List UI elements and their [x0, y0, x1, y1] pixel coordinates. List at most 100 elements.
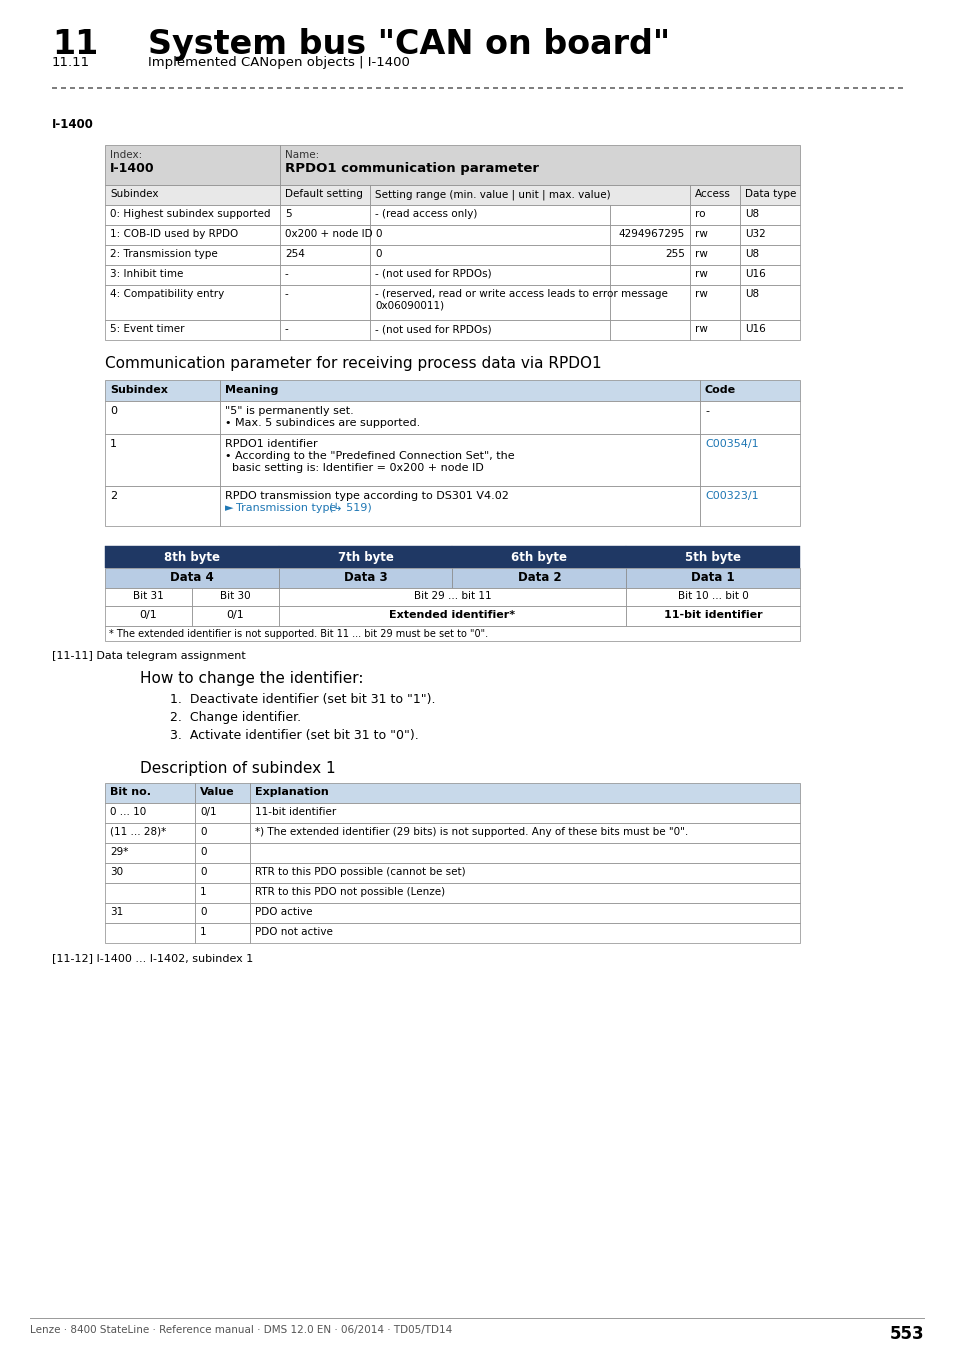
- Bar: [625, 545, 800, 568]
- Bar: [280, 225, 370, 244]
- Bar: [194, 842, 250, 863]
- Text: 2: Transmission type: 2: Transmission type: [110, 248, 217, 259]
- Text: - (reserved, read or write access leads to error message: - (reserved, read or write access leads …: [375, 289, 667, 298]
- Text: 0: 0: [110, 406, 117, 416]
- Bar: [105, 225, 280, 244]
- Bar: [280, 205, 370, 225]
- Text: Lenze · 8400 StateLine · Reference manual · DMS 12.0 EN · 06/2014 · TD05/TD14: Lenze · 8400 StateLine · Reference manua…: [30, 1324, 452, 1335]
- Bar: [194, 824, 250, 842]
- Bar: [452, 545, 625, 568]
- Text: RPDO transmission type according to DS301 V4.02: RPDO transmission type according to DS30…: [225, 491, 508, 501]
- Text: 3.  Activate identifier (set bit 31 to "0").: 3. Activate identifier (set bit 31 to "0…: [170, 729, 418, 742]
- Text: Data 1: Data 1: [691, 571, 734, 585]
- Text: 0: 0: [200, 907, 206, 917]
- Bar: [625, 606, 800, 626]
- Text: rw: rw: [695, 324, 707, 333]
- Bar: [689, 244, 740, 265]
- Text: 11.11: 11.11: [52, 55, 90, 69]
- Text: 11-bit identifier: 11-bit identifier: [254, 807, 335, 817]
- Text: rw: rw: [695, 289, 707, 298]
- Bar: [689, 205, 740, 225]
- Bar: [280, 320, 370, 340]
- Bar: [105, 803, 194, 824]
- Text: 0 ... 10: 0 ... 10: [110, 807, 146, 817]
- Bar: [370, 265, 609, 285]
- Bar: [689, 265, 740, 285]
- Bar: [105, 144, 280, 185]
- Text: Subindex: Subindex: [110, 385, 168, 396]
- Bar: [740, 320, 800, 340]
- Bar: [740, 244, 800, 265]
- Bar: [700, 379, 800, 401]
- Text: Bit 30: Bit 30: [220, 591, 251, 601]
- Bar: [689, 320, 740, 340]
- Bar: [250, 803, 800, 824]
- Bar: [194, 883, 250, 903]
- Text: 0x200 + node ID: 0x200 + node ID: [285, 230, 373, 239]
- Text: 0: 0: [375, 248, 381, 259]
- Text: 553: 553: [888, 1324, 923, 1343]
- Text: -: -: [285, 324, 289, 333]
- Text: C00354/1: C00354/1: [704, 439, 758, 450]
- Bar: [740, 265, 800, 285]
- Text: Explanation: Explanation: [254, 787, 329, 796]
- Text: rw: rw: [695, 230, 707, 239]
- Text: 2: 2: [110, 491, 117, 501]
- Text: Name:: Name:: [285, 150, 319, 161]
- Text: -: -: [704, 406, 708, 416]
- Bar: [609, 225, 689, 244]
- Text: [11-11] Data telegram assignment: [11-11] Data telegram assignment: [52, 651, 246, 661]
- Text: RTR to this PDO not possible (Lenze): RTR to this PDO not possible (Lenze): [254, 887, 445, 896]
- Text: 6th byte: 6th byte: [511, 551, 567, 564]
- Bar: [194, 923, 250, 944]
- Bar: [370, 285, 609, 320]
- Text: 0: 0: [200, 867, 206, 878]
- Bar: [105, 285, 280, 320]
- Text: (↳ 519): (↳ 519): [329, 504, 372, 513]
- Bar: [192, 589, 278, 606]
- Text: U8: U8: [744, 289, 759, 298]
- Text: I-1400: I-1400: [52, 117, 93, 131]
- Bar: [280, 144, 800, 185]
- Bar: [370, 225, 609, 244]
- Bar: [105, 433, 220, 486]
- Bar: [280, 185, 370, 205]
- Text: Meaning: Meaning: [225, 385, 278, 396]
- Text: Bit 29 ... bit 11: Bit 29 ... bit 11: [414, 591, 491, 601]
- Bar: [105, 545, 278, 568]
- Text: • Max. 5 subindices are supported.: • Max. 5 subindices are supported.: [225, 418, 420, 428]
- Bar: [105, 606, 192, 626]
- Text: Description of subindex 1: Description of subindex 1: [140, 761, 335, 776]
- Bar: [689, 225, 740, 244]
- Text: RPDO1 identifier: RPDO1 identifier: [225, 439, 317, 450]
- Bar: [625, 568, 800, 589]
- Text: PDO not active: PDO not active: [254, 927, 333, 937]
- Text: 0/1: 0/1: [226, 610, 244, 620]
- Bar: [250, 824, 800, 842]
- Text: Setting range (min. value | unit | max. value): Setting range (min. value | unit | max. …: [375, 189, 610, 200]
- Text: 11-bit identifier: 11-bit identifier: [663, 610, 761, 620]
- Text: 5: 5: [285, 209, 292, 219]
- Text: 5: Event timer: 5: Event timer: [110, 324, 184, 333]
- Text: 4294967295: 4294967295: [618, 230, 684, 239]
- Text: 2.  Change identifier.: 2. Change identifier.: [170, 711, 301, 724]
- Bar: [220, 486, 700, 526]
- Text: 0/1: 0/1: [139, 610, 157, 620]
- Bar: [689, 185, 740, 205]
- Text: 1: 1: [200, 887, 207, 896]
- Bar: [220, 401, 700, 433]
- Text: 5th byte: 5th byte: [684, 551, 740, 564]
- Text: 30: 30: [110, 867, 123, 878]
- Text: -: -: [285, 289, 289, 298]
- Bar: [609, 285, 689, 320]
- Text: Data 3: Data 3: [343, 571, 387, 585]
- Bar: [740, 285, 800, 320]
- Text: 4: Compatibility entry: 4: Compatibility entry: [110, 289, 224, 298]
- Bar: [278, 568, 452, 589]
- Text: * The extended identifier is not supported. Bit 11 ... bit 29 must be set to "0": * The extended identifier is not support…: [109, 629, 488, 639]
- Bar: [192, 606, 278, 626]
- Bar: [250, 842, 800, 863]
- Bar: [105, 903, 194, 923]
- Text: - (not used for RPDOs): - (not used for RPDOs): [375, 324, 491, 333]
- Text: U8: U8: [744, 209, 759, 219]
